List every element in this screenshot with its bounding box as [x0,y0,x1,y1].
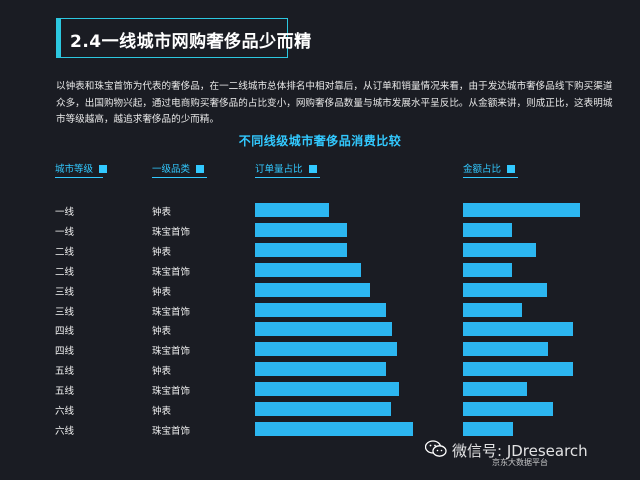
watermark-text: 微信号: JDresearch [452,442,588,460]
col-head-label: 金额占比 [463,164,502,175]
bar-order-share [255,222,347,237]
bar-amount-share [463,203,580,217]
legend-square-icon [196,165,205,173]
col-head-underline [55,177,103,178]
tick-label-category: 钟表 [152,406,172,417]
col-head-category: 一级品类 [152,161,205,175]
bar-order-share [255,302,387,317]
tick-label-category: 钟表 [152,207,172,218]
legend-square-icon [308,165,317,173]
tick-label-category: 钟表 [152,326,172,338]
col-head-underline [463,177,518,178]
bar-amount-share [463,282,548,297]
bar-amount-share [463,382,528,397]
tick-label-category: 珠宝首饰 [152,386,191,398]
tick-label-city: 五线 [55,386,75,398]
tick-label-city: 一线 [55,226,75,238]
watermark-subtext: 京东大数据平台 [492,458,548,467]
bar-order-share [255,421,413,436]
col-head-underline [255,177,320,178]
tick-label-category: 钟表 [152,286,172,298]
col-head-underline [152,177,207,178]
bar-amount-share [463,362,573,377]
tick-label-city: 四线 [55,346,75,358]
bar-order-share [255,203,330,217]
bar-amount-share [463,342,549,357]
bar-order-share [255,242,347,257]
bar-order-share [255,282,371,297]
col-head-order-share: 订单量占比 [255,161,317,175]
tick-label-category: 珠宝首饰 [152,266,191,278]
tick-label-city: 六线 [55,406,75,417]
page-title: 2.4一线城市网购奢侈品少而精 [70,32,312,52]
bar-order-share [255,382,399,397]
bar-amount-share [463,421,514,436]
col-head-label: 城市等级 [55,164,94,175]
bar-order-share [255,402,391,416]
bar-order-share [255,342,398,357]
tick-label-city: 六线 [55,425,75,437]
bar-order-share [255,362,387,377]
col-head-city: 城市等级 [55,161,108,175]
col-head-label: 一级品类 [152,164,191,175]
bar-amount-share [463,402,554,416]
col-head-label: 订单量占比 [255,164,303,175]
bar-amount-share [463,302,522,317]
bar-amount-share [463,242,536,257]
bar-amount-share [463,322,573,337]
tick-label-category: 钟表 [152,246,172,258]
tick-label-city: 三线 [55,306,75,318]
wechat-icon [425,440,447,457]
col-head-amount-share: 金额占比 [463,161,516,175]
tick-label-category: 珠宝首饰 [152,226,191,238]
tick-label-category: 钟表 [152,366,172,378]
bar-amount-share [463,222,513,237]
title-frame [56,18,288,58]
tick-label-city: 五线 [55,366,75,378]
bar-order-share [255,262,361,277]
tick-label-city: 二线 [55,266,75,278]
legend-square-icon [99,165,108,173]
tick-label-category: 珠宝首饰 [152,346,191,358]
legend-square-icon [507,165,516,173]
tick-label-city: 三线 [55,286,75,298]
tick-label-city: 一线 [55,207,75,218]
tick-label-category: 珠宝首饰 [152,306,191,318]
tick-label-category: 珠宝首饰 [152,425,191,437]
chart-title: 不同线级城市奢侈品消费比较 [238,134,402,148]
description-text: 以钟表和珠宝首饰为代表的奢侈品，在一二线城市总体排名中相对靠后，从订单和销量情况… [56,81,613,125]
bar-amount-share [463,262,513,277]
tick-label-city: 二线 [55,246,75,258]
bar-order-share [255,322,393,337]
tick-label-city: 四线 [55,326,75,338]
title-accent-bar [56,18,61,58]
